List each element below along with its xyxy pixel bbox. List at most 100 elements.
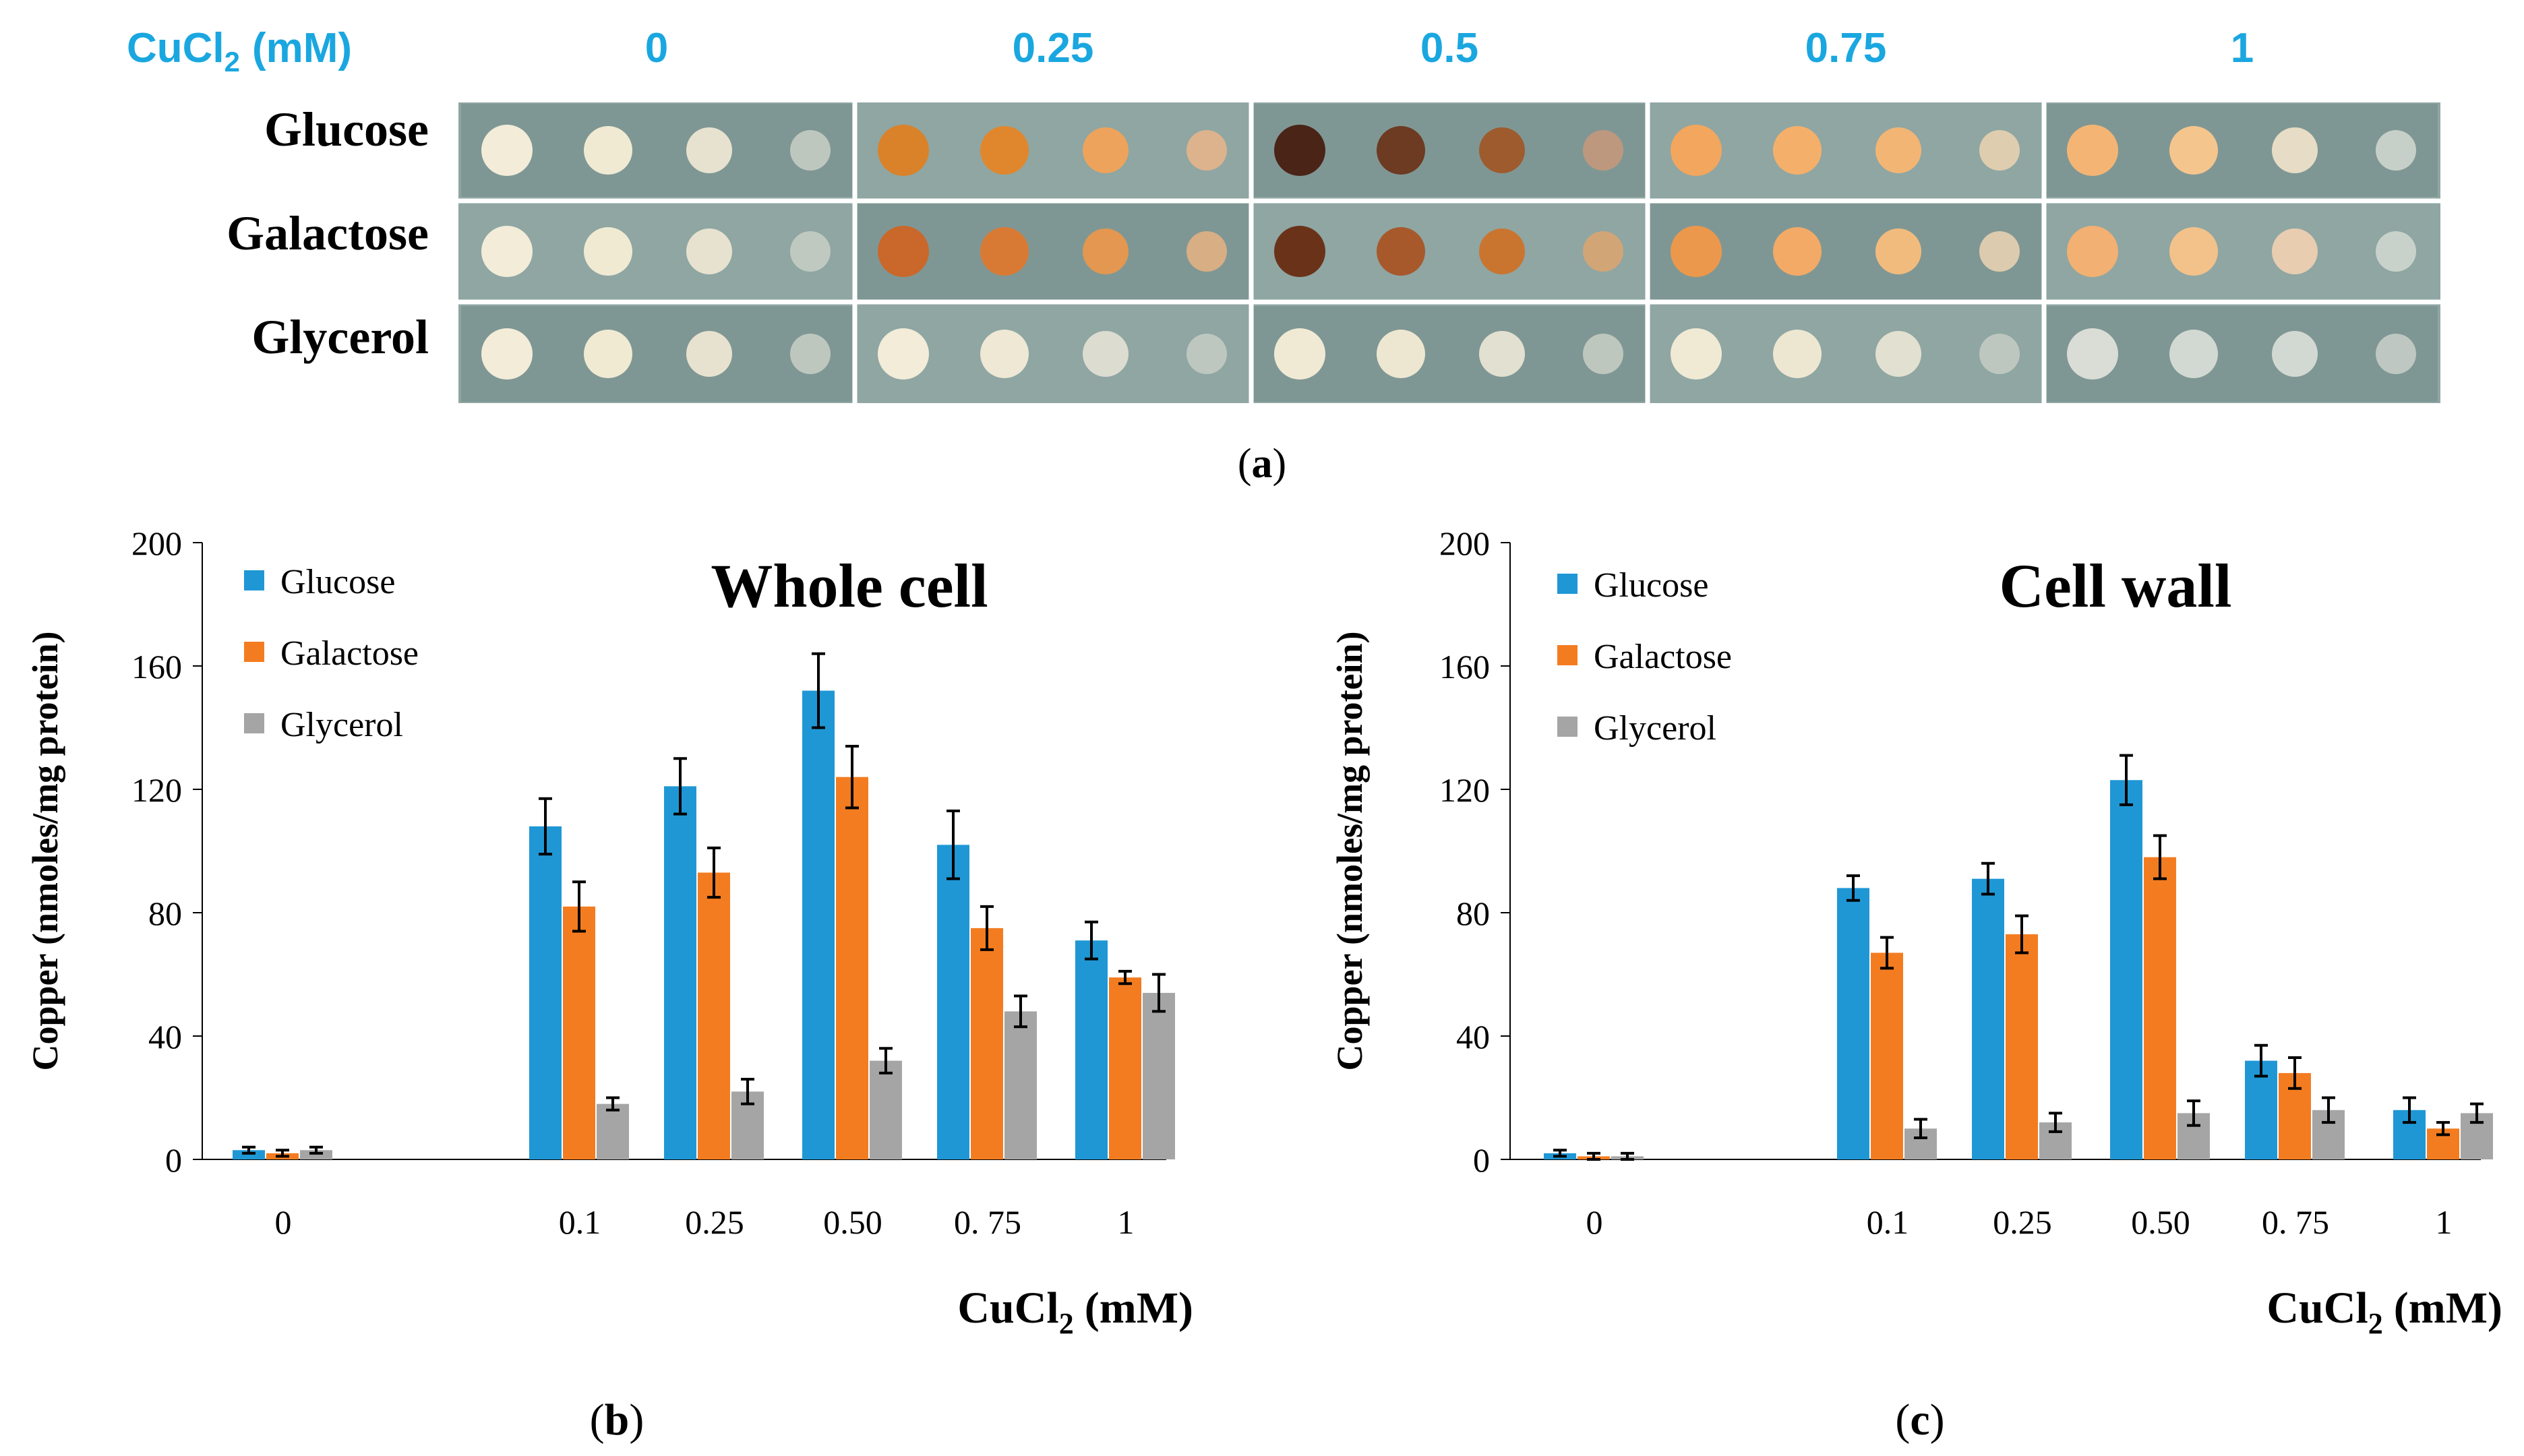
yeast-spot [1083, 331, 1129, 377]
yeast-spot [2376, 231, 2416, 272]
x-tick-label: 1 [2436, 1203, 2453, 1241]
x-axis-label-main: CuCl [2266, 1283, 2368, 1333]
spot-plates [458, 102, 2440, 403]
x-tick-label: 0.50 [823, 1203, 882, 1241]
x-axis-label-sub: 2 [1059, 1307, 1074, 1340]
concentration-labels: 0 0.25 0.5 0.75 1 [645, 25, 2254, 71]
x-axis-label-main: CuCl [957, 1283, 1058, 1333]
panel-a-header-sub: 2 [224, 46, 240, 78]
panel-caption: (b) [590, 1395, 644, 1445]
yeast-spot [1875, 229, 1921, 274]
y-axis-label: Copper (nmoles/mg protein) [1329, 632, 1370, 1071]
legend-label: Glucose [280, 563, 395, 601]
yeast-spot [1186, 231, 1227, 272]
yeast-spot [1274, 328, 1325, 380]
legend-swatch [1557, 645, 1578, 665]
x-tick-label: 0.25 [1993, 1203, 2052, 1241]
yeast-spot [481, 125, 533, 176]
bar-glucose [937, 845, 969, 1159]
yeast-spot [1583, 130, 1623, 171]
x-axis-label: CuCl2 (mM) [957, 1283, 1193, 1340]
yeast-spot [1773, 126, 1822, 175]
y-tick-label: 40 [1456, 1018, 1490, 1056]
yeast-spot [584, 227, 632, 276]
yeast-spot [1671, 328, 1722, 380]
x-tick-label: 0.50 [2131, 1203, 2190, 1241]
yeast-spot [878, 125, 929, 176]
yeast-spot [878, 226, 929, 277]
yeast-spot [2067, 328, 2118, 380]
x-tick-label: 0 [275, 1203, 292, 1241]
bar-glycerol [300, 1150, 332, 1159]
y-tick-label: 160 [1439, 648, 1490, 686]
yeast-spot [2067, 125, 2118, 176]
chart-title: Cell wall [2000, 551, 2232, 620]
bar-glycerol [1004, 1011, 1037, 1159]
x-tick-label: 0 [1586, 1203, 1603, 1241]
panel-a-header-unit: (mM) [252, 25, 352, 71]
yeast-spot [2067, 226, 2118, 277]
yeast-spot [1671, 226, 1722, 277]
x-tick-label: 0.1 [1867, 1203, 1909, 1241]
bar-glycerol [870, 1060, 902, 1159]
yeast-spot [790, 231, 831, 272]
yeast-spot [1274, 226, 1325, 277]
yeast-spot [686, 229, 732, 274]
x-tick-label: 0.1 [559, 1203, 601, 1241]
bar-galactose [971, 928, 1003, 1159]
bar-glucose [529, 826, 562, 1159]
bar-galactose [2144, 857, 2176, 1159]
legend-swatch [1557, 574, 1578, 594]
yeast-spot [1083, 127, 1129, 173]
concentration-label: 0.25 [1013, 25, 1094, 71]
bar-glucose [664, 786, 696, 1159]
legend-label: Glycerol [280, 706, 403, 744]
x-axis-label-unit: (mM) [2394, 1283, 2502, 1333]
yeast-spot [1773, 330, 1822, 378]
yeast-spot [1274, 125, 1325, 176]
x-axis-label-unit: (mM) [1085, 1283, 1193, 1333]
yeast-spot [584, 126, 632, 175]
yeast-spot [790, 334, 831, 374]
yeast-spot [980, 126, 1029, 175]
panel-a: CuCl2 (mM) 0 0.25 0.5 0.75 1 GlucoseGalactose… [127, 25, 2440, 487]
bar-glucose [1837, 888, 1869, 1159]
concentration-label: 0.75 [1805, 25, 1887, 71]
legend-label: Galactose [280, 634, 419, 673]
chart-title: Whole cell [711, 551, 988, 620]
yeast-spot [1083, 229, 1129, 274]
yeast-spot [686, 127, 732, 173]
legend-swatch [1557, 717, 1578, 737]
y-tick-label: 160 [131, 648, 182, 686]
legend-swatch [244, 713, 264, 733]
yeast-spot [1479, 127, 1525, 173]
y-tick-label: 40 [148, 1018, 182, 1056]
legend-label: Galactose [1594, 638, 1732, 676]
yeast-spot [1979, 231, 2020, 272]
yeast-spot [2169, 126, 2218, 175]
yeast-spot [584, 330, 632, 378]
yeast-spot [2376, 130, 2416, 171]
yeast-spot [2169, 227, 2218, 276]
bar-glucose [2110, 780, 2142, 1159]
legend-label: Glycerol [1594, 709, 1716, 748]
bar-galactose [698, 872, 730, 1159]
yeast-spot [1583, 334, 1623, 374]
row-labels: Glucose Galactose Glycerol [227, 102, 429, 364]
bar-glycerol [1143, 992, 1175, 1159]
panel-caption-letter: c [1910, 1395, 1929, 1445]
yeast-spot [2376, 334, 2416, 374]
yeast-spot [1377, 227, 1425, 276]
y-tick-label: 80 [148, 894, 182, 932]
x-axis-label-sub: 2 [2368, 1307, 2383, 1340]
y-tick-label: 120 [131, 771, 182, 809]
yeast-spot [980, 227, 1029, 276]
panel-a-header-label: CuCl2 (mM) [127, 25, 352, 78]
y-axis-label: Copper (nmoles/mg protein) [25, 632, 65, 1071]
yeast-spot [1979, 130, 2020, 171]
row-label: Glucose [264, 102, 429, 156]
yeast-spot [1479, 229, 1525, 274]
yeast-spot [878, 328, 929, 380]
